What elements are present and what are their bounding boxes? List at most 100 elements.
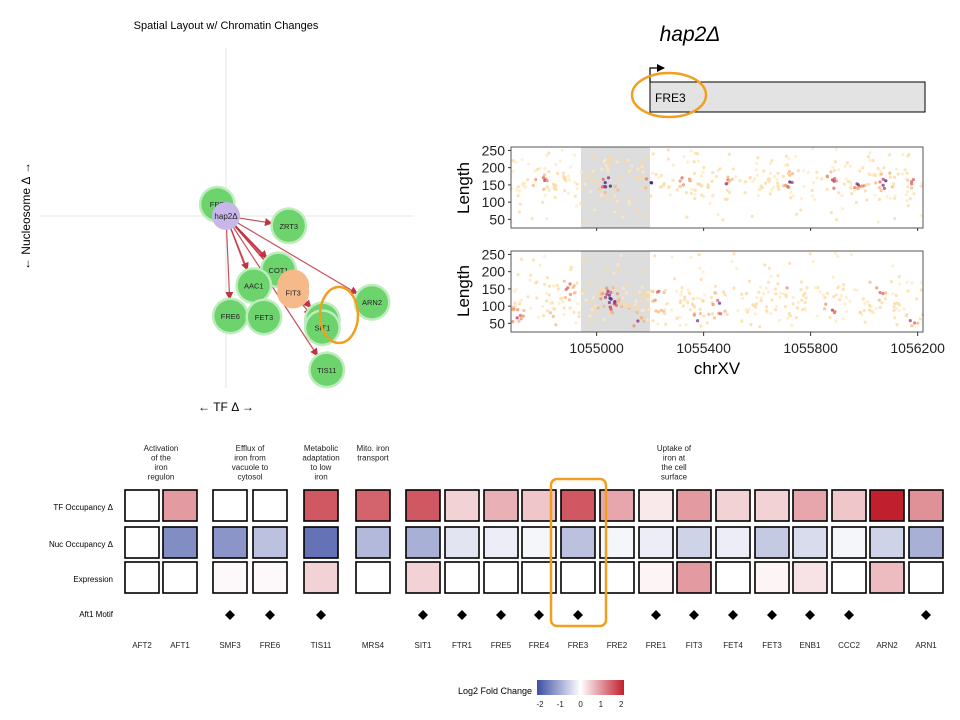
fragment-point [592, 296, 596, 300]
cell-tf-fre5 [483, 489, 519, 522]
fragment-point [562, 312, 566, 316]
fragment-point [644, 304, 649, 308]
fragment-point [826, 291, 830, 295]
fragment-point [832, 179, 836, 183]
fragment-point [615, 292, 620, 296]
group-label-line: iron [154, 463, 167, 472]
fragment-point [609, 306, 613, 310]
fragment-point [749, 323, 753, 327]
fragment-point [600, 287, 604, 291]
fragment-point [700, 174, 704, 178]
fragment-point [762, 169, 766, 173]
fragment-point [663, 307, 667, 311]
gene-label-mrs4: MRS4 [362, 641, 385, 650]
fragment-point [522, 308, 526, 313]
row-label-expression: Expression [73, 575, 113, 584]
density-xlabel: chrXV [694, 359, 741, 378]
node-label: FET3 [255, 313, 273, 322]
fragment-point [682, 154, 686, 159]
fragment-point [534, 281, 538, 285]
fragment-point [589, 190, 593, 194]
fragment-point [865, 198, 869, 202]
fragment-point [759, 296, 763, 300]
network-ylabel: ← Nucleosome Δ → [19, 162, 33, 270]
fragment-point [868, 158, 872, 162]
fragment-point [751, 303, 755, 307]
node-aac1: AAC1 [235, 267, 273, 305]
fragment-point [750, 214, 754, 218]
fragment-point [884, 179, 888, 183]
fragment-point [772, 185, 776, 189]
fragment-point [712, 316, 717, 320]
fragment-point [655, 290, 660, 294]
fragment-point [639, 174, 644, 178]
fragment-point [740, 296, 745, 300]
fragment-point [785, 286, 789, 290]
fragment-point [824, 302, 828, 306]
fragment-point [657, 176, 661, 180]
cell-nuc-arn1 [908, 526, 944, 559]
fragment-point [740, 292, 744, 296]
fragment-point [653, 254, 657, 258]
fragment-point [558, 159, 563, 163]
fragment-point [528, 278, 532, 282]
fragment-point [842, 182, 846, 186]
fragment-point [602, 317, 607, 321]
fragment-point [642, 319, 646, 323]
density-bottom-ylabel: Length [454, 265, 473, 317]
fragment-point [553, 183, 557, 187]
fragment-point [755, 295, 759, 300]
cell-nuc-fit3 [676, 526, 712, 559]
fragment-point [599, 193, 604, 197]
fragment-point [594, 177, 598, 181]
fragment-point [915, 297, 919, 301]
fragment-point [842, 283, 846, 287]
motif-diamond-sit1 [418, 610, 428, 620]
fragment-point [716, 213, 720, 217]
fragment-point [808, 252, 812, 256]
cell-expression-smf3 [212, 561, 248, 594]
fragment-point [722, 290, 726, 294]
density-bottom-border [510, 250, 924, 333]
legend-tick-label: -2 [536, 700, 544, 709]
fragment-point [838, 298, 842, 302]
fragment-point [885, 195, 889, 199]
fragment-point [612, 210, 617, 214]
fragment-point [577, 311, 581, 315]
fragment-point [600, 167, 604, 171]
fragment-point [590, 178, 594, 182]
fragment-point [763, 181, 768, 185]
fragment-point [776, 282, 780, 286]
xtick-label: 1055400 [676, 340, 731, 356]
fragment-point [823, 307, 827, 311]
fragment-point [854, 200, 859, 205]
fragment-point [516, 194, 520, 198]
fragment-point [517, 210, 522, 214]
fragment-point [818, 290, 822, 294]
cell-nuc-mrs4 [355, 526, 391, 559]
fragment-point [796, 300, 801, 305]
fragment-point [572, 291, 576, 295]
fragment-point [801, 308, 805, 312]
fragment-point [551, 314, 555, 319]
fragment-point [906, 154, 910, 158]
fragment-point [774, 292, 778, 296]
fragment-point [866, 300, 870, 304]
fragment-point [542, 187, 546, 191]
network-panel: Spatial Layout w/ Chromatin Changes ← Nu… [19, 20, 413, 414]
fragment-point [541, 304, 545, 309]
group-label-1: Efflux of iron from vacuole to cytosol [232, 444, 269, 482]
cell-tf-arn2 [869, 489, 905, 522]
fragment-point [545, 179, 549, 183]
fragment-point [777, 318, 782, 322]
fragment-point [850, 191, 854, 196]
fragment-point [645, 318, 649, 322]
fragment-point [662, 181, 666, 186]
fragment-point [556, 287, 561, 291]
fragment-point [608, 184, 613, 188]
fragment-point [803, 306, 807, 310]
fragment-point [511, 320, 515, 324]
fragment-point [811, 147, 815, 151]
